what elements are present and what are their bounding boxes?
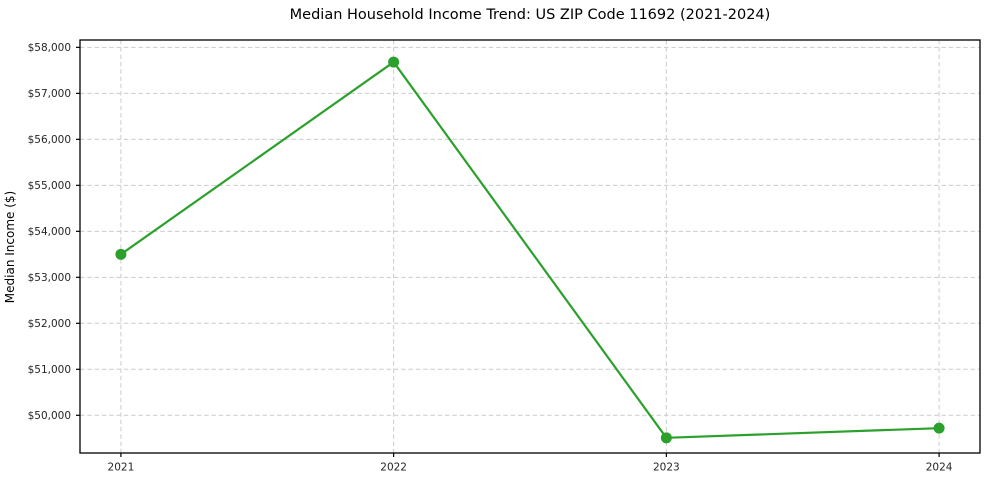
y-tick-label: $52,000 — [28, 318, 71, 330]
chart-title: Median Household Income Trend: US ZIP Co… — [289, 7, 771, 23]
y-tick-label: $53,000 — [28, 272, 71, 284]
grid-layer — [80, 40, 980, 453]
y-axis-label: Median Income ($) — [3, 191, 17, 303]
y-tick-label: $54,000 — [28, 226, 71, 238]
y-tick-label: $56,000 — [28, 134, 71, 146]
plot-border — [79, 39, 981, 454]
y-tick-label: $58,000 — [28, 42, 71, 54]
x-tick-label: 2022 — [380, 462, 407, 474]
y-tick-label: $57,000 — [28, 88, 71, 100]
data-series-layer — [115, 56, 945, 444]
data-point — [388, 56, 400, 68]
axes-layer: $50,000 $51,000 $52,000 $53,000 $54,000 $55,0… — [28, 39, 981, 474]
data-point — [115, 248, 127, 260]
y-tick-label: $51,000 — [28, 364, 71, 376]
x-tick-label: 2024 — [926, 462, 953, 474]
data-point — [933, 422, 945, 434]
x-tick-label: 2023 — [653, 462, 680, 474]
x-tick-label: 2021 — [108, 462, 135, 474]
data-point — [660, 432, 672, 444]
y-tick-label: $50,000 — [28, 410, 71, 422]
y-tick-label: $55,000 — [28, 180, 71, 192]
trend-line — [119, 60, 941, 439]
